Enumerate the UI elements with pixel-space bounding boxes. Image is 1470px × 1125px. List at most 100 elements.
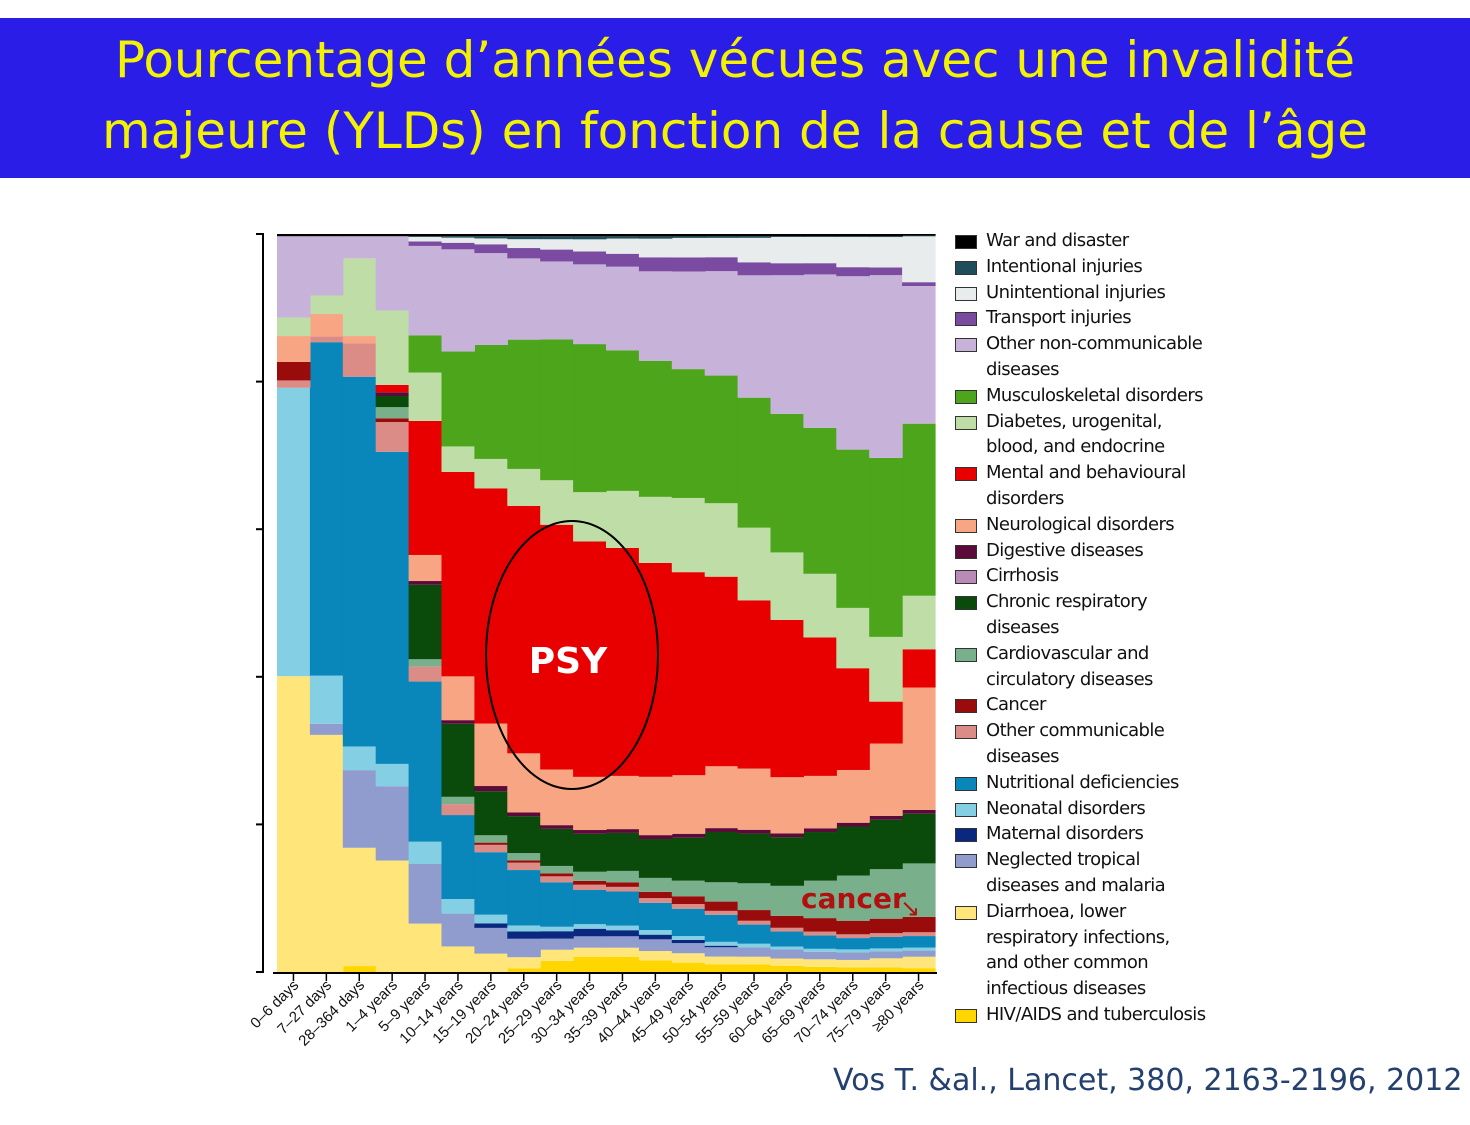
area-segment bbox=[737, 275, 772, 398]
area-segment bbox=[836, 822, 870, 827]
series-6 bbox=[309, 342, 936, 950]
area-segment bbox=[704, 503, 739, 577]
legend-label: Mental and behavioural bbox=[986, 462, 1186, 484]
area-segment bbox=[507, 925, 541, 932]
area-segment bbox=[540, 524, 574, 770]
area-segment bbox=[638, 930, 673, 935]
area-segment bbox=[375, 763, 410, 787]
area-segment bbox=[671, 236, 706, 238]
area-segment bbox=[704, 910, 739, 915]
legend-label: Other non-communicable bbox=[986, 333, 1203, 355]
legend-label: War and disaster bbox=[986, 230, 1129, 251]
area-segment bbox=[309, 734, 344, 972]
area-segment bbox=[573, 830, 607, 834]
area-segment bbox=[638, 360, 673, 497]
area-segment bbox=[770, 777, 804, 834]
area-segment bbox=[737, 237, 772, 263]
series-15 bbox=[277, 258, 936, 702]
series-4 bbox=[474, 923, 739, 948]
area-segment bbox=[671, 833, 706, 838]
area-segment bbox=[803, 236, 837, 237]
area-segment bbox=[342, 234, 377, 237]
area-segment bbox=[573, 541, 607, 777]
area-segment bbox=[803, 951, 837, 960]
area-segment bbox=[540, 876, 574, 883]
area-segment bbox=[737, 829, 772, 834]
legend-swatch bbox=[955, 1009, 977, 1023]
area-segment bbox=[836, 607, 870, 669]
area-segment bbox=[606, 832, 640, 871]
psy-ellipse bbox=[485, 520, 659, 790]
area-segment bbox=[671, 271, 706, 370]
area-segment bbox=[573, 236, 607, 240]
area-segment bbox=[803, 948, 837, 952]
legend-swatch bbox=[955, 570, 977, 585]
area-segment bbox=[803, 966, 837, 972]
area-segment bbox=[704, 947, 739, 957]
series-7 bbox=[277, 336, 936, 939]
area-segment bbox=[902, 916, 936, 933]
area-segment bbox=[408, 236, 443, 237]
legend-swatch bbox=[955, 467, 977, 482]
legend-label: Other communicable bbox=[986, 720, 1165, 742]
legend-label: respiratory infections, bbox=[986, 926, 1170, 948]
area-segment bbox=[770, 931, 804, 947]
area-segment bbox=[606, 547, 640, 776]
legend-swatch bbox=[955, 260, 977, 275]
area-segment bbox=[638, 939, 673, 951]
area-segment bbox=[606, 925, 640, 931]
area-segment bbox=[507, 258, 541, 340]
area-segment bbox=[573, 833, 607, 872]
area-segment bbox=[704, 831, 739, 883]
area-segment bbox=[704, 945, 739, 948]
area-segment bbox=[902, 423, 936, 596]
area-segment bbox=[704, 956, 739, 965]
area-segment bbox=[902, 236, 936, 283]
area-segment bbox=[474, 835, 508, 843]
area-segment bbox=[309, 675, 344, 724]
area-segment bbox=[573, 239, 607, 252]
area-segment bbox=[803, 637, 837, 776]
area-segment bbox=[540, 873, 574, 877]
legend-label: Neglected tropical bbox=[986, 849, 1140, 871]
area-segment bbox=[836, 449, 870, 608]
area-segment bbox=[902, 863, 936, 917]
area-segment bbox=[573, 890, 607, 925]
area-segment bbox=[507, 938, 541, 958]
area-segment bbox=[638, 891, 673, 899]
area-segment bbox=[606, 266, 640, 351]
area-segment bbox=[638, 562, 673, 777]
area-segment bbox=[737, 262, 772, 276]
legend-label: Intentional injuries bbox=[986, 255, 1143, 277]
area-segment bbox=[507, 239, 541, 249]
area-segment bbox=[869, 236, 903, 238]
area-segment bbox=[671, 896, 706, 905]
legend-label: Cirrhosis bbox=[986, 565, 1059, 587]
area-segment bbox=[803, 236, 837, 264]
area-segment bbox=[441, 351, 475, 447]
area-segment bbox=[869, 815, 903, 820]
area-segment bbox=[540, 882, 574, 927]
area-segment bbox=[342, 343, 377, 377]
area-segment bbox=[704, 828, 739, 832]
area-segment bbox=[441, 242, 475, 250]
legend-label: diseases bbox=[986, 745, 1060, 767]
area-segment bbox=[638, 234, 673, 237]
area-segment bbox=[606, 936, 640, 948]
legend-label: blood, and endocrine bbox=[986, 436, 1165, 458]
area-segment bbox=[441, 723, 475, 797]
area-segment bbox=[606, 886, 640, 892]
legend-swatch bbox=[955, 647, 977, 662]
area-segment bbox=[309, 342, 344, 676]
area-segment bbox=[573, 264, 607, 345]
area-segment bbox=[606, 238, 640, 254]
area-segment bbox=[803, 918, 837, 932]
area-segment bbox=[540, 960, 574, 972]
area-segment bbox=[375, 786, 410, 861]
area-segment bbox=[540, 926, 574, 932]
area-segment bbox=[474, 786, 508, 792]
area-segment bbox=[507, 234, 541, 237]
area-segment bbox=[540, 825, 574, 829]
legend-swatch bbox=[955, 415, 977, 430]
